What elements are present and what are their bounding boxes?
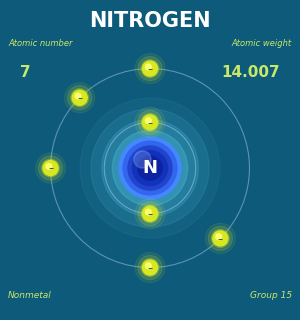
Text: Atomic number: Atomic number — [8, 39, 73, 48]
Circle shape — [142, 61, 158, 76]
Text: −: − — [147, 120, 153, 125]
Circle shape — [138, 156, 162, 180]
Circle shape — [205, 223, 236, 253]
Circle shape — [72, 90, 87, 105]
Circle shape — [75, 93, 81, 99]
Circle shape — [123, 141, 177, 195]
Circle shape — [134, 151, 151, 168]
Circle shape — [146, 209, 151, 215]
Text: 7: 7 — [20, 65, 31, 80]
Circle shape — [133, 151, 167, 186]
Circle shape — [216, 234, 221, 240]
Circle shape — [141, 60, 159, 78]
Circle shape — [70, 89, 89, 107]
Circle shape — [91, 109, 209, 227]
Circle shape — [80, 98, 220, 238]
Circle shape — [142, 260, 158, 275]
Circle shape — [68, 86, 92, 110]
Circle shape — [135, 252, 165, 283]
Circle shape — [138, 202, 162, 226]
Text: −: − — [147, 265, 153, 270]
Circle shape — [138, 110, 162, 134]
Circle shape — [119, 137, 181, 199]
Circle shape — [102, 120, 198, 216]
Text: Nonmetal: Nonmetal — [8, 291, 52, 300]
Text: Atomic weight: Atomic weight — [232, 39, 292, 48]
Text: −: − — [218, 236, 223, 241]
Circle shape — [38, 156, 63, 180]
Circle shape — [135, 107, 165, 137]
Circle shape — [35, 153, 66, 183]
Text: 14.007: 14.007 — [221, 65, 280, 80]
Circle shape — [146, 263, 151, 269]
Circle shape — [208, 226, 232, 251]
Circle shape — [112, 131, 188, 206]
Circle shape — [141, 205, 159, 223]
Circle shape — [141, 259, 159, 276]
Circle shape — [211, 229, 230, 247]
Circle shape — [138, 255, 162, 280]
Text: −: − — [147, 211, 153, 216]
Text: N: N — [142, 159, 158, 177]
Circle shape — [146, 118, 151, 124]
Text: Group 15: Group 15 — [250, 291, 292, 300]
Circle shape — [141, 113, 159, 132]
Circle shape — [135, 199, 165, 229]
Circle shape — [213, 231, 228, 246]
Circle shape — [43, 161, 58, 176]
Circle shape — [135, 53, 165, 84]
Text: −: − — [147, 66, 153, 71]
Circle shape — [46, 164, 52, 169]
Text: NITROGEN: NITROGEN — [89, 11, 211, 31]
Circle shape — [142, 115, 158, 130]
Circle shape — [146, 64, 151, 70]
Circle shape — [142, 206, 158, 221]
Text: −: − — [48, 165, 53, 171]
Circle shape — [41, 159, 60, 177]
Circle shape — [128, 146, 172, 190]
Circle shape — [64, 83, 95, 113]
Text: −: − — [77, 95, 82, 100]
Circle shape — [138, 57, 162, 81]
